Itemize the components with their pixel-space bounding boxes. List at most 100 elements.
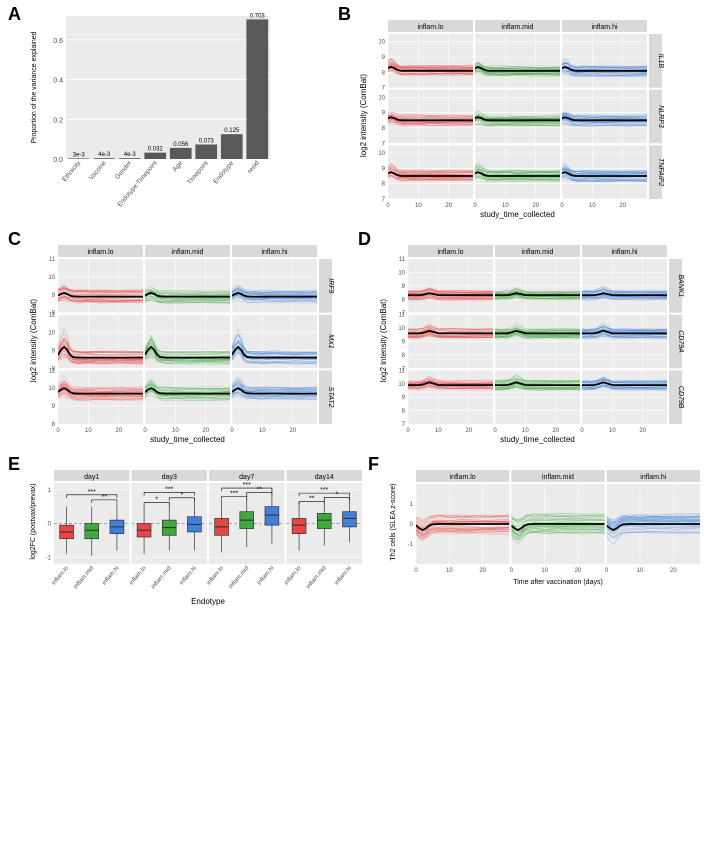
svg-text:**: ** [309, 496, 315, 503]
svg-text:study_time_collected: study_time_collected [150, 435, 225, 444]
svg-text:10: 10 [415, 203, 422, 209]
svg-text:0: 0 [230, 428, 234, 434]
svg-text:10: 10 [502, 203, 509, 209]
svg-text:7: 7 [382, 141, 386, 147]
svg-text:11: 11 [49, 368, 56, 374]
svg-text:inflam.hi: inflam.hi [591, 24, 618, 31]
svg-text:inflam.lo: inflam.lo [87, 249, 113, 256]
svg-text:8: 8 [52, 422, 56, 428]
panel-c: C inflam.loinflam.midinflam.hiIRF9MX1STA… [6, 231, 346, 446]
svg-text:11: 11 [399, 368, 406, 374]
svg-text:20: 20 [289, 428, 296, 434]
svg-text:10: 10 [48, 275, 55, 281]
svg-text:Timepoint: Timepoint [186, 160, 210, 186]
svg-text:11: 11 [399, 313, 406, 319]
svg-text:MX1: MX1 [327, 334, 334, 349]
svg-text:log2 intensity (ComBat): log2 intensity (ComBat) [379, 299, 388, 382]
svg-text:**: ** [257, 486, 263, 493]
svg-text:10: 10 [378, 151, 385, 157]
svg-text:Proportion of the variance exp: Proportion of the variance explained [31, 31, 38, 143]
svg-text:day3: day3 [162, 474, 177, 481]
svg-text:10: 10 [637, 568, 644, 574]
svg-text:Gender: Gender [114, 159, 134, 181]
panel-f-label: F [368, 454, 379, 475]
svg-text:inflam.lo: inflam.lo [129, 565, 148, 586]
panel-d-label: D [358, 229, 371, 250]
svg-text:20: 20 [639, 428, 646, 434]
panel-a: A 0.00.20.40.63e-3Ethnicity4e-3Vaccine4e… [6, 6, 326, 221]
svg-text:-1: -1 [408, 542, 414, 548]
svg-text:inflam.mid: inflam.mid [172, 249, 204, 256]
svg-text:0.032: 0.032 [148, 147, 164, 153]
svg-text:10: 10 [589, 203, 596, 209]
svg-text:8: 8 [402, 353, 406, 359]
svg-text:0.4: 0.4 [53, 78, 63, 85]
svg-text:0.073: 0.073 [199, 139, 215, 145]
svg-text:9: 9 [52, 348, 56, 354]
svg-text:0.2: 0.2 [53, 117, 63, 124]
svg-text:8: 8 [402, 297, 406, 303]
svg-text:9: 9 [52, 293, 56, 299]
svg-text:CD79A: CD79A [677, 330, 684, 353]
svg-text:0.125: 0.125 [224, 128, 240, 134]
svg-text:inflam.mid: inflam.mid [73, 565, 95, 590]
svg-text:7: 7 [382, 197, 386, 203]
panel-b: B inflam.loinflam.midinflam.hiIL1BNLRP3T… [336, 6, 688, 221]
svg-text:9: 9 [382, 111, 386, 117]
svg-text:0.056: 0.056 [173, 142, 189, 148]
panel-c-label: C [8, 229, 21, 250]
svg-text:20: 20 [465, 428, 472, 434]
svg-text:inflam.hi: inflam.hi [611, 249, 638, 256]
svg-text:9: 9 [402, 284, 406, 290]
svg-text:9: 9 [382, 55, 386, 61]
figure: A 0.00.20.40.63e-3Ethnicity4e-3Vaccine4e… [0, 0, 704, 622]
svg-text:9: 9 [382, 166, 386, 172]
svg-text:resid: resid [246, 159, 261, 175]
svg-text:Th2 cells (SLEA z-score): Th2 cells (SLEA z-score) [390, 483, 397, 560]
svg-text:10: 10 [541, 568, 548, 574]
svg-text:Ethnicity: Ethnicity [61, 159, 83, 183]
svg-text:10: 10 [398, 382, 405, 388]
svg-text:inflam.lo: inflam.lo [206, 565, 225, 586]
svg-text:0: 0 [48, 522, 52, 528]
svg-text:10: 10 [398, 326, 405, 332]
svg-text:Endotype: Endotype [212, 159, 235, 185]
svg-text:11: 11 [49, 257, 56, 263]
svg-text:20: 20 [532, 203, 539, 209]
svg-text:9: 9 [402, 395, 406, 401]
svg-text:inflam.mid: inflam.mid [228, 565, 250, 590]
svg-text:4e-3: 4e-3 [124, 152, 137, 158]
svg-text:1: 1 [48, 488, 52, 494]
svg-text:log2 intensity (ComBat): log2 intensity (ComBat) [359, 74, 368, 157]
svg-text:7: 7 [402, 422, 406, 428]
svg-text:20: 20 [552, 428, 559, 434]
svg-text:8: 8 [382, 182, 386, 188]
svg-text:11: 11 [49, 313, 56, 319]
svg-text:8: 8 [402, 409, 406, 415]
svg-text:0: 0 [386, 203, 390, 209]
svg-text:study_time_collected: study_time_collected [480, 210, 555, 219]
svg-text:10: 10 [378, 95, 385, 101]
svg-text:0: 0 [580, 428, 584, 434]
svg-text:inflam.lo: inflam.lo [417, 24, 443, 31]
svg-text:***: *** [88, 489, 96, 496]
svg-text:0: 0 [560, 203, 564, 209]
svg-text:20: 20 [202, 428, 209, 434]
svg-text:day1: day1 [84, 474, 99, 481]
svg-text:study_time_collected: study_time_collected [500, 435, 575, 444]
svg-text:inflam.hi: inflam.hi [101, 565, 120, 586]
svg-text:0: 0 [473, 203, 477, 209]
svg-text:10: 10 [259, 428, 266, 434]
svg-text:10: 10 [609, 428, 616, 434]
svg-text:20: 20 [115, 428, 122, 434]
svg-text:11: 11 [399, 257, 406, 263]
svg-text:inflam.hi: inflam.hi [334, 565, 353, 586]
svg-text:inflam.mid: inflam.mid [542, 474, 574, 481]
svg-text:inflam.lo: inflam.lo [450, 474, 476, 481]
svg-text:inflam.lo: inflam.lo [51, 565, 70, 586]
svg-text:Vaccine: Vaccine [88, 160, 108, 182]
svg-text:10: 10 [85, 428, 92, 434]
svg-text:8: 8 [382, 70, 386, 76]
svg-text:*: * [180, 492, 183, 499]
svg-text:0: 0 [414, 568, 418, 574]
